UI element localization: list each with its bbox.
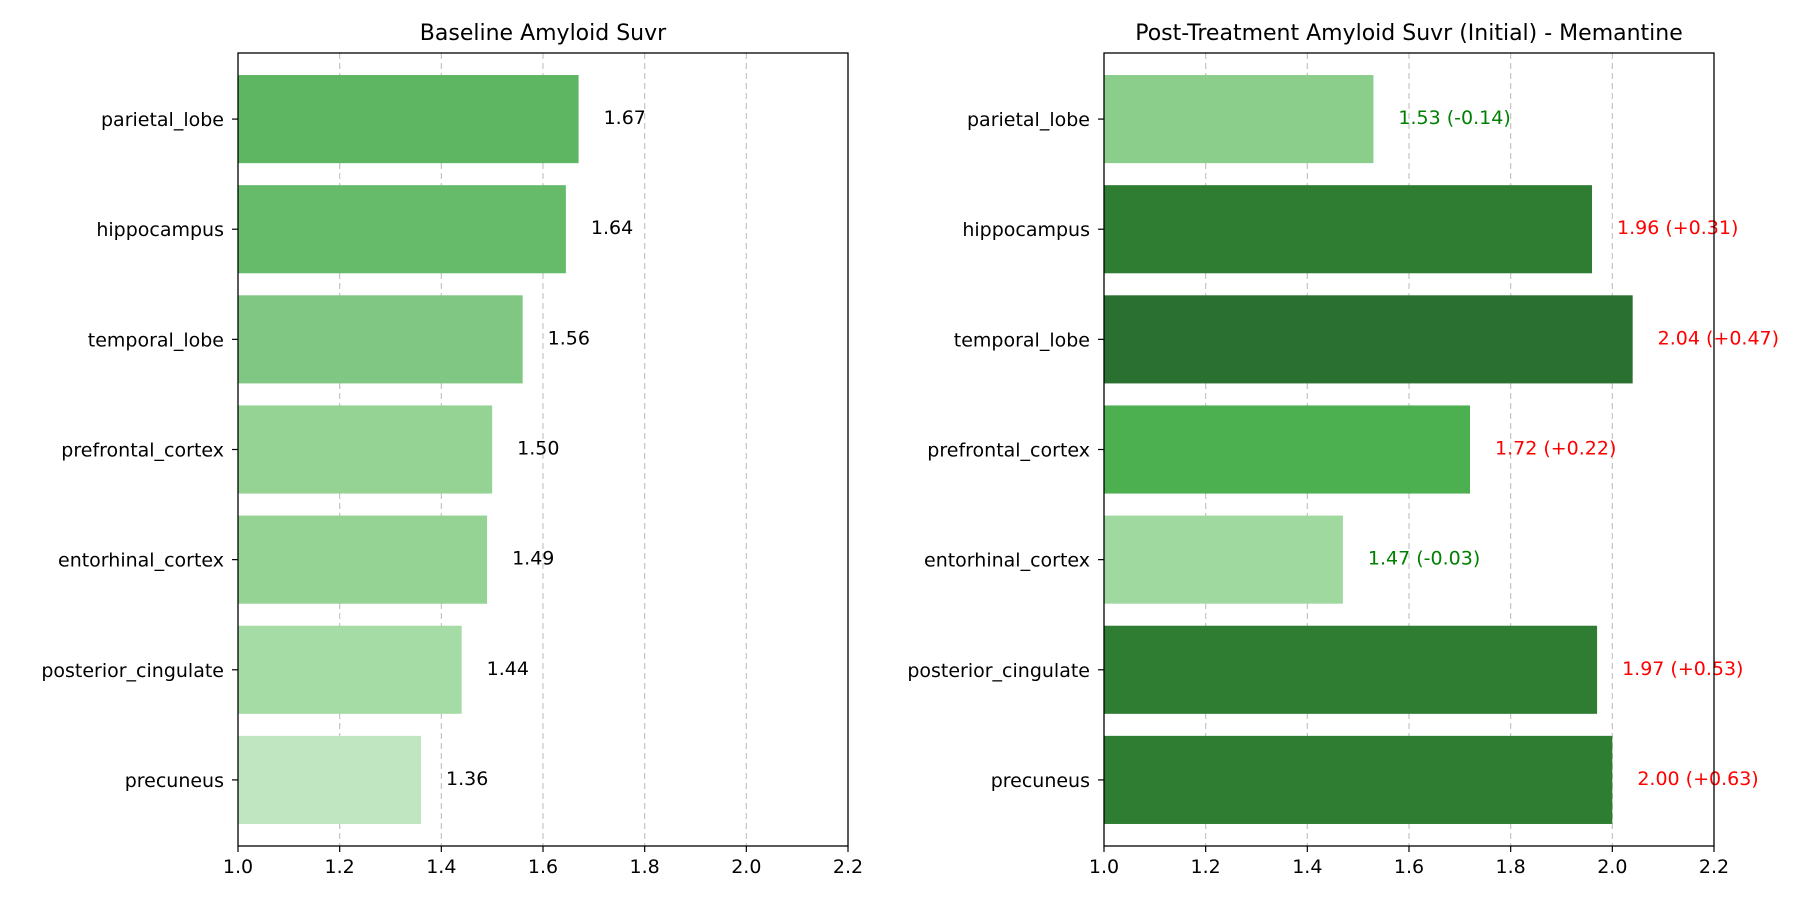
post-treatment-chart-panel: 1.53 (-0.14) 1.96 (+0.31) 2.04 (+0.47) 1.72…	[907, 21, 1779, 878]
baseline-x-tick-label: 1.2	[325, 856, 355, 878]
baseline-x-tick-label: 1.8	[630, 856, 660, 878]
post-treatment-bar-prefrontal-cortex	[1104, 405, 1470, 494]
post-treatment-x-tick-label: 2.0	[1597, 856, 1627, 878]
post-treatment-x-tick-label: 1.0	[1089, 856, 1119, 878]
baseline-y-tick-label: entorhinal_cortex	[58, 550, 224, 572]
baseline-y-tick-label: temporal_lobe	[88, 329, 224, 351]
baseline-x-tick-label: 2.2	[833, 856, 863, 878]
post-treatment-x-tick-label: 1.4	[1292, 856, 1322, 878]
post-treatment-bar-parietal-lobe	[1104, 75, 1374, 164]
baseline-x-tick-label: 2.0	[731, 856, 761, 878]
baseline-y-tick-label: prefrontal_cortex	[61, 440, 224, 462]
post-treatment-x-tick-label: 1.8	[1496, 856, 1526, 878]
post-treatment-plot-frame	[1103, 52, 1715, 847]
baseline-y-axis-ticks: parietal_lobe hippocampus temporal_lobepre…	[41, 109, 238, 792]
baseline-x-tick-label: 1.6	[528, 856, 558, 878]
post-treatment-y-tick-label: posterior_cingulate	[907, 660, 1090, 682]
post-treatment-value-label: 1.72 (+0.22)	[1495, 438, 1616, 460]
post-treatment-y-tick-label: precuneus	[991, 770, 1090, 792]
post-treatment-y-tick-label: entorhinal_cortex	[924, 550, 1090, 572]
post-treatment-bar-posterior-cingulate	[1104, 625, 1598, 714]
post-treatment-value-label: 1.53 (-0.14)	[1398, 107, 1510, 129]
baseline-value-label: 1.36	[446, 768, 488, 790]
post-treatment-value-labels: 1.53 (-0.14) 1.96 (+0.31) 2.04 (+0.47) 1.72…	[1368, 107, 1779, 790]
baseline-bar-hippocampus	[238, 185, 566, 274]
post-treatment-y-tick-label: hippocampus	[962, 219, 1090, 241]
baseline-x-axis-ticks: 1.0 1.2 1.4 1.6 1.8 2.0 2.2	[223, 846, 863, 878]
baseline-chart-panel: 1.67 1.64 1.56 1.50 1.49 1.44 1.36 parietal_lo…	[41, 21, 863, 878]
baseline-y-tick-label: precuneus	[125, 770, 224, 792]
baseline-x-tick-label: 1.0	[223, 856, 253, 878]
post-treatment-bar-temporal-lobe	[1104, 295, 1633, 384]
baseline-value-label: 1.49	[512, 548, 554, 570]
post-treatment-bar-entorhinal-cortex	[1104, 515, 1343, 604]
post-treatment-chart-title: Post-Treatment Amyloid Suvr (Initial) - …	[1135, 21, 1683, 46]
baseline-value-label: 1.67	[604, 107, 646, 129]
post-treatment-value-label: 1.97 (+0.53)	[1622, 658, 1743, 680]
baseline-y-tick-label: hippocampus	[96, 219, 224, 241]
baseline-bars	[238, 75, 579, 824]
baseline-x-tick-label: 1.4	[426, 856, 456, 878]
baseline-bar-temporal-lobe	[238, 295, 523, 384]
post-treatment-x-tick-label: 1.6	[1394, 856, 1424, 878]
post-treatment-x-tick-label: 1.2	[1191, 856, 1221, 878]
baseline-chart-title: Baseline Amyloid Suvr	[420, 21, 667, 46]
baseline-bar-prefrontal-cortex	[238, 405, 493, 494]
baseline-value-label: 1.64	[591, 217, 633, 239]
baseline-bar-entorhinal-cortex	[238, 515, 488, 604]
baseline-y-tick-label: parietal_lobe	[101, 109, 224, 131]
baseline-bar-precuneus	[238, 735, 421, 824]
post-treatment-value-label: 2.04 (+0.47)	[1658, 327, 1779, 349]
baseline-value-labels: 1.67 1.64 1.56 1.50 1.49 1.44 1.36	[446, 107, 646, 790]
post-treatment-value-label: 1.47 (-0.03)	[1368, 548, 1480, 570]
post-treatment-bar-precuneus	[1104, 735, 1613, 824]
baseline-value-label: 1.50	[517, 438, 559, 460]
post-treatment-value-label: 1.96 (+0.31)	[1617, 217, 1738, 239]
baseline-y-tick-label: posterior_cingulate	[41, 660, 224, 682]
baseline-value-label: 1.44	[487, 658, 529, 680]
baseline-plot-frame	[237, 52, 849, 847]
post-treatment-bar-hippocampus	[1104, 185, 1592, 274]
post-treatment-value-label: 2.00 (+0.63)	[1637, 768, 1758, 790]
baseline-bar-posterior-cingulate	[238, 625, 462, 714]
post-treatment-bars	[1104, 75, 1633, 824]
post-treatment-y-tick-label: prefrontal_cortex	[927, 440, 1090, 462]
post-treatment-x-tick-label: 2.2	[1699, 856, 1729, 878]
post-treatment-y-tick-label: parietal_lobe	[967, 109, 1090, 131]
post-treatment-y-tick-label: temporal_lobe	[954, 329, 1090, 351]
baseline-bar-parietal-lobe	[238, 75, 579, 164]
post-treatment-y-axis-ticks: parietal_lobe hippocampus temporal_lobepre…	[907, 109, 1104, 792]
baseline-value-label: 1.56	[548, 327, 590, 349]
post-treatment-x-axis-ticks: 1.0 1.2 1.4 1.6 1.8 2.0 2.2	[1089, 846, 1729, 878]
